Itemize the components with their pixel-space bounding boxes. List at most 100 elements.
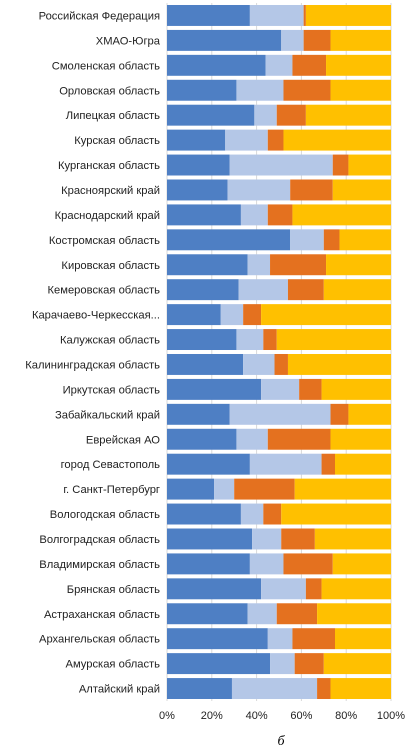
bar-segment <box>283 79 331 101</box>
bar-segment <box>332 154 349 176</box>
category-label: Амурская область <box>65 659 160 671</box>
bar-segment <box>263 329 277 351</box>
category-label: Владимирская область <box>39 559 160 571</box>
bar-segment <box>229 154 333 176</box>
bar-segment <box>348 403 391 425</box>
bar-segment <box>167 29 282 51</box>
bar-segment <box>330 29 391 51</box>
bar-segment <box>167 104 255 126</box>
x-tick-label: 80% <box>335 710 357 722</box>
bar-segment <box>261 378 300 400</box>
category-label: Костромская область <box>49 235 160 247</box>
category-label: Алтайский край <box>79 684 160 696</box>
category-label: Вологодская область <box>50 509 160 521</box>
bar-segment <box>236 79 284 101</box>
bar-segment <box>167 204 241 226</box>
bar-segment <box>167 503 241 525</box>
bar-segment <box>321 378 391 400</box>
bar-segment <box>326 54 391 76</box>
bar-segment <box>167 54 266 76</box>
x-tick-label: 20% <box>201 710 223 722</box>
bar-segment <box>292 628 335 650</box>
bar-segment <box>330 428 391 450</box>
category-label: Забайкальский край <box>55 409 160 421</box>
category-label: Кировская область <box>61 260 160 272</box>
bar-segment <box>270 254 327 276</box>
bar-segment <box>267 628 293 650</box>
bar-segment <box>167 4 250 26</box>
bar-segment <box>321 453 335 475</box>
category-label: Смоленская область <box>52 60 160 72</box>
bar-segment <box>167 403 230 425</box>
bar-segment <box>283 129 391 151</box>
bar-segment <box>167 428 237 450</box>
bar-segment <box>236 329 264 351</box>
bar-segment <box>252 528 282 550</box>
bar-segment <box>294 478 391 500</box>
category-label: Еврейская АО <box>86 434 160 446</box>
bar-segment <box>332 553 391 575</box>
category-labels: Российская Федерация ХМАО-Югра Смоленская … <box>25 10 160 695</box>
bar-segment <box>231 678 318 700</box>
bar-segment <box>330 79 391 101</box>
bar-segment <box>247 254 271 276</box>
bar-segment <box>317 603 391 625</box>
bar-segment <box>225 129 268 151</box>
category-label: Орловская область <box>59 85 160 97</box>
bar-segment <box>247 603 277 625</box>
bar-segment <box>167 79 237 101</box>
bar-segment <box>281 29 304 51</box>
figure-caption: б <box>277 734 285 749</box>
bar-segment <box>167 628 268 650</box>
bar-segment <box>290 229 324 251</box>
bar-segment <box>294 653 324 675</box>
category-label: Красноярский край <box>61 185 160 197</box>
bar-segment <box>254 104 277 126</box>
bar-segment <box>314 528 391 550</box>
category-label: город Севастополь <box>61 459 161 471</box>
bar-segment <box>167 329 237 351</box>
x-tick-label: 40% <box>246 710 268 722</box>
bar-segment <box>330 403 349 425</box>
category-label: Курская область <box>74 135 160 147</box>
bar-segment <box>305 4 391 26</box>
category-label: Волгоградская область <box>39 534 160 546</box>
bar-segment <box>276 329 391 351</box>
bar-segment <box>167 353 244 375</box>
bar-segment <box>167 603 248 625</box>
bar-segment <box>167 129 226 151</box>
bar-segment <box>335 453 391 475</box>
bar-segment <box>299 378 322 400</box>
bar-segment <box>326 254 391 276</box>
bar-segment <box>267 204 293 226</box>
category-label: Брянская область <box>67 584 160 596</box>
bar-segment <box>167 229 291 251</box>
bar-segment <box>240 503 264 525</box>
bar-segment <box>229 403 331 425</box>
bar-segment <box>167 678 232 700</box>
bar-segment <box>321 578 391 600</box>
bar-segment <box>243 304 262 326</box>
bar-segment <box>305 104 391 126</box>
bar-segment <box>323 229 340 251</box>
category-label: Калужская область <box>60 335 160 347</box>
bar-segment <box>303 4 306 26</box>
category-label: Липецкая область <box>66 110 160 122</box>
bar-segment <box>290 179 333 201</box>
bar-segment <box>243 353 275 375</box>
category-label: г. Санкт-Петербург <box>63 484 160 496</box>
bar-segment <box>167 279 239 301</box>
bar-segment <box>267 129 284 151</box>
bar-segment <box>214 478 235 500</box>
bar-segment <box>276 603 318 625</box>
x-tick-label: 100% <box>377 710 405 722</box>
bar-segment <box>167 378 262 400</box>
x-axis-tick-labels: 0% 20% 40% 60% 80% 100% <box>159 710 405 722</box>
bar-segment <box>292 204 391 226</box>
bar-segment <box>305 578 322 600</box>
bar-segment <box>249 453 322 475</box>
category-label: Курганская область <box>58 160 160 172</box>
bar-segment <box>323 653 391 675</box>
category-label: Российская Федерация <box>39 10 160 22</box>
bar-segment <box>167 528 253 550</box>
